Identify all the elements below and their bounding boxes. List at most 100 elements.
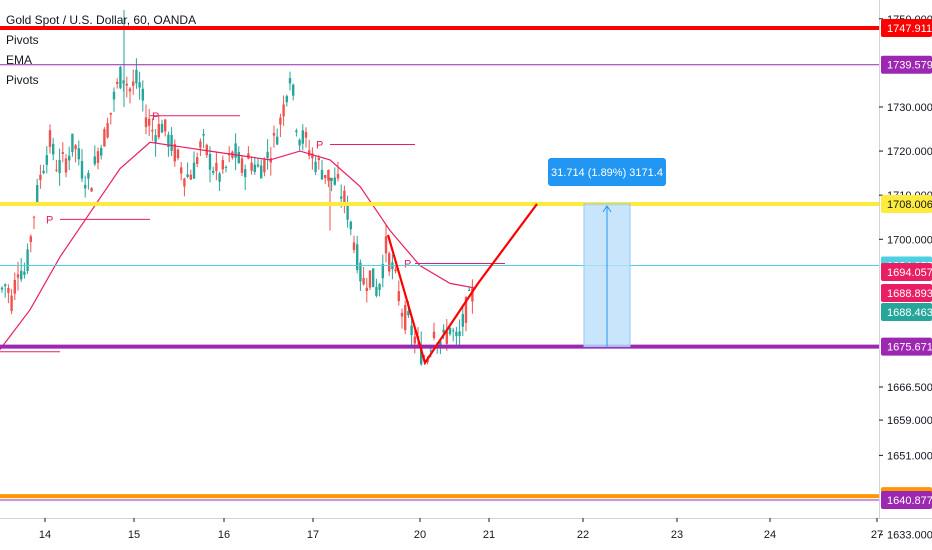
candle-body — [80, 160, 84, 179]
candle-body — [100, 147, 103, 156]
candle-body — [468, 289, 471, 291]
candle-body — [173, 144, 176, 162]
candle-body — [256, 164, 260, 167]
x-tick-label: 27 — [871, 529, 883, 541]
candle-body — [141, 88, 144, 101]
candle-body — [276, 136, 279, 145]
candle-body — [288, 78, 292, 84]
candle-body — [109, 112, 112, 115]
x-tick-label: 20 — [414, 529, 426, 541]
candle-body — [394, 269, 397, 272]
plot-area[interactable] — [0, 0, 879, 518]
candle-body — [359, 262, 362, 282]
candle-body — [295, 130, 298, 133]
candle-body — [189, 174, 192, 180]
candle-body — [61, 152, 64, 154]
candle-body — [138, 82, 141, 88]
candle-body — [388, 253, 391, 272]
level-price-tag — [881, 491, 932, 509]
candle-body — [304, 131, 308, 138]
candle-body — [74, 145, 77, 150]
candle-body — [77, 148, 80, 160]
candle-body — [32, 216, 36, 218]
measure-label-box — [548, 158, 666, 186]
candle-body — [266, 151, 269, 159]
candle-body — [397, 291, 400, 302]
legend-pivots-1: Pivots — [6, 33, 39, 47]
candle-body — [314, 161, 317, 173]
candle-body — [384, 236, 388, 254]
candle-body — [356, 244, 359, 271]
candle-body — [186, 174, 189, 177]
x-tick-label: 21 — [483, 529, 495, 541]
y-tick-label: 1633.000 — [887, 530, 932, 542]
candle-body — [362, 278, 365, 285]
last-price-tag-label: 1688.463 — [887, 307, 932, 319]
candle-body — [42, 170, 45, 174]
candle-body — [410, 325, 413, 336]
candle-body — [311, 153, 314, 159]
candle-body — [452, 330, 455, 332]
pivot-label: P — [404, 259, 411, 271]
candle-body — [87, 173, 90, 179]
last-price-tag-label: 1688.893 — [887, 288, 932, 300]
candle-body — [205, 144, 208, 156]
candle-body — [237, 152, 240, 163]
last-price-tag — [881, 284, 932, 302]
x-tick-label: 24 — [764, 529, 776, 541]
candle-body — [282, 104, 285, 117]
candle-body — [458, 331, 461, 337]
candle-body — [445, 331, 448, 344]
level-price-tag — [881, 337, 932, 356]
x-tick-label: 14 — [39, 529, 51, 541]
level-price-tag-label: 1747.911 — [887, 23, 932, 35]
last-price-tag — [881, 303, 932, 321]
level-price-tag-label: 1708.006 — [887, 199, 932, 211]
candle-body — [333, 177, 336, 185]
pattern-drawing-line[interactable] — [386, 203, 538, 366]
candle-body — [247, 153, 250, 159]
candle-body — [112, 91, 116, 100]
level-price-tag — [881, 55, 932, 74]
candle-body — [368, 270, 372, 288]
candle-body — [199, 141, 202, 148]
candle-body — [154, 135, 157, 144]
measure-label: 31.714 (1.89%) 3171.4 — [551, 167, 663, 179]
candle-body — [269, 158, 272, 163]
candle-body — [336, 174, 340, 179]
candle-body — [90, 188, 93, 192]
candle-body — [221, 160, 224, 170]
candle-body — [0, 287, 4, 290]
candle-body — [324, 174, 327, 178]
candle-body — [167, 134, 170, 148]
candle-body — [260, 165, 263, 179]
candle-body — [464, 297, 468, 323]
last-price-tag-label: 1694.057 — [887, 267, 932, 279]
candle-body — [372, 268, 375, 288]
y-tick-label: 1700.000 — [887, 234, 932, 246]
x-tick-label: 17 — [307, 529, 319, 541]
candle-body — [442, 329, 445, 333]
level-price-tag — [881, 19, 932, 37]
x-tick-label: 22 — [577, 529, 589, 541]
candle-body — [45, 155, 48, 165]
candle-body — [448, 327, 452, 335]
candle-body — [420, 344, 423, 365]
ema-line — [0, 141, 475, 350]
candle-body — [308, 150, 311, 156]
candle-body — [244, 169, 247, 178]
pivot-label: P — [316, 139, 323, 151]
candle-body — [151, 129, 154, 132]
candle-body — [48, 130, 52, 147]
legend-ema: EMA — [6, 53, 33, 67]
candle-body — [461, 314, 464, 327]
candle-body — [218, 173, 221, 182]
candle-body — [160, 123, 164, 133]
candle-body — [170, 135, 173, 151]
level-price-tag-label: 1675.671 — [887, 342, 932, 354]
candle-body — [164, 119, 167, 132]
candle-body — [93, 156, 96, 165]
y-tick-label: 1730.000 — [887, 102, 932, 114]
candle-body — [176, 149, 180, 159]
